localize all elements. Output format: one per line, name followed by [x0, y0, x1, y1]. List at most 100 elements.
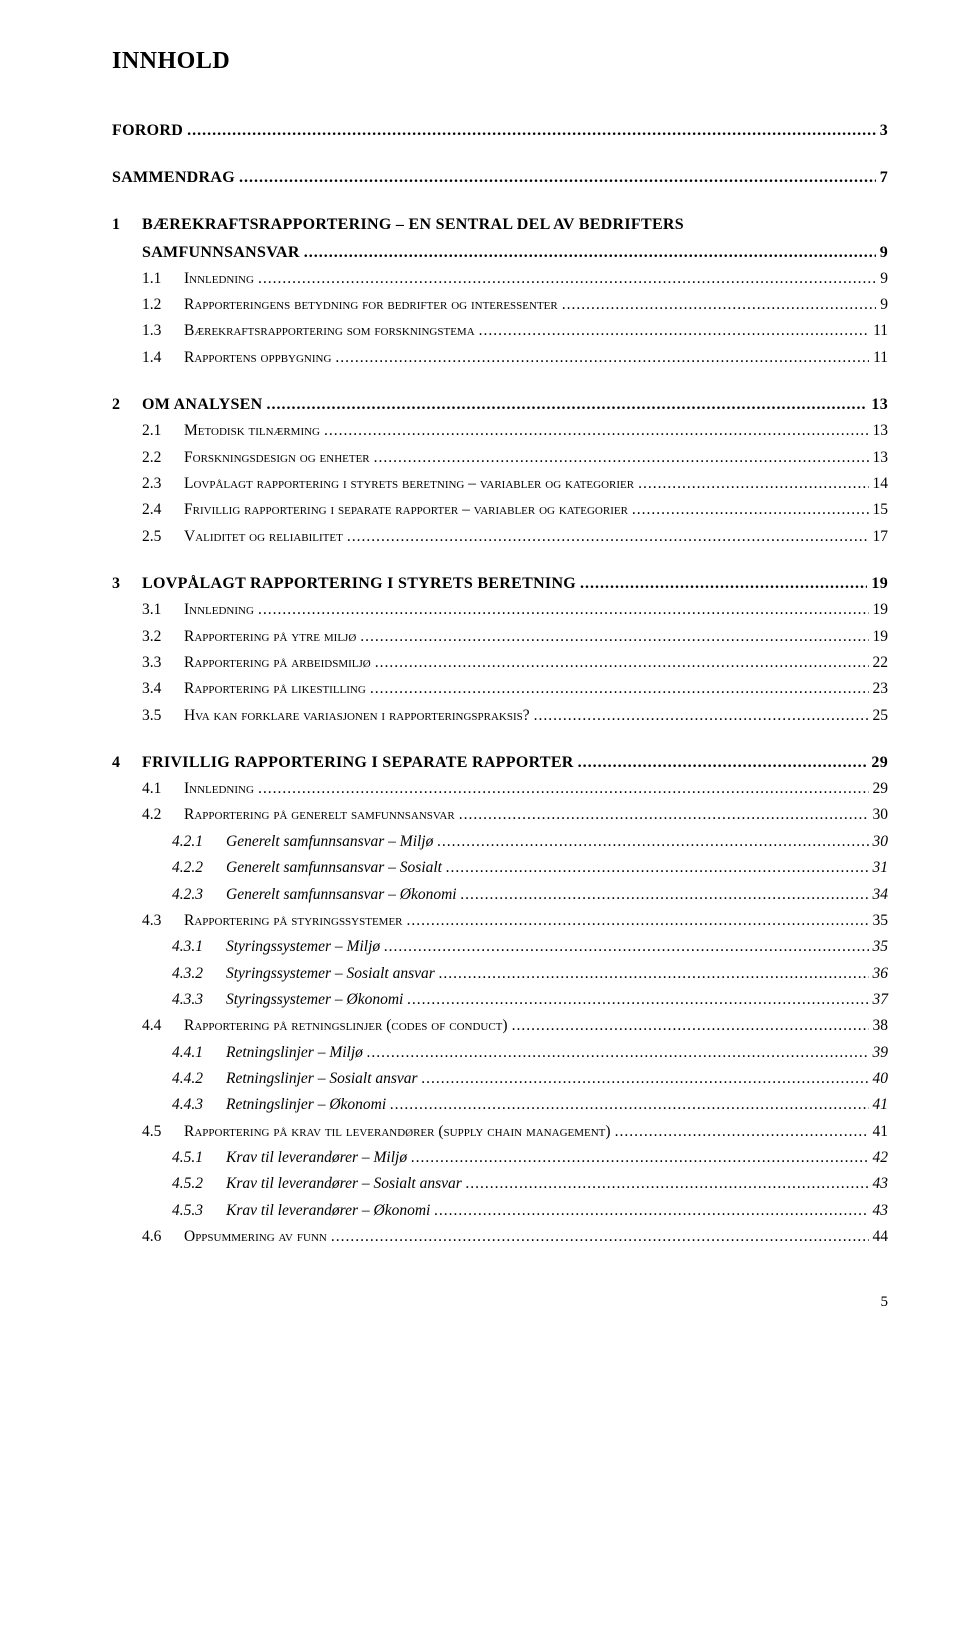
toc-label: 4.6Oppsummering av funn	[142, 1224, 327, 1250]
toc-page: 43	[873, 1171, 889, 1197]
toc-sub-item: 2.1Metodisk tilnærming13	[112, 418, 888, 444]
toc-label: 2.5Validitet og reliabilitet	[142, 524, 343, 550]
toc-sub-item: 2.5Validitet og reliabilitet 17	[112, 524, 888, 550]
toc-subsub-item: 4.2.1Generelt samfunnsansvar – Miljø 30	[112, 829, 888, 855]
toc-label: 4.2.3Generelt samfunnsansvar – Økonomi	[172, 882, 457, 908]
toc-label: 1BÆREKRAFTSRAPPORTERING – EN SENTRAL DEL…	[112, 211, 684, 238]
toc-page: 31	[873, 855, 889, 881]
toc-text: FRIVILLIG RAPPORTERING I SEPARATE RAPPOR…	[142, 754, 574, 771]
toc-page: 41	[873, 1092, 889, 1118]
toc-label: 4.3Rapportering på styringssystemer	[142, 908, 403, 934]
toc-text: Krav til leverandører – Sosialt ansvar	[226, 1175, 462, 1192]
toc-leader	[459, 802, 869, 828]
toc-text: Rapportering på likestilling	[184, 680, 366, 697]
toc-num: 3.2	[142, 624, 184, 650]
toc-page: 29	[873, 776, 889, 802]
toc-leader	[562, 292, 877, 318]
toc-leader	[375, 650, 869, 676]
toc-leader	[384, 934, 868, 960]
toc-num: 2	[112, 391, 142, 418]
toc-label: SAMMENDRAG	[112, 164, 235, 191]
toc-text: Frivillig rapportering i separate rappor…	[184, 501, 628, 518]
toc-label: FORORD	[112, 117, 183, 144]
toc-leader	[367, 1040, 869, 1066]
toc-sub-item: 3.3Rapportering på arbeidsmiljø 22	[112, 650, 888, 676]
toc-leader	[466, 1171, 869, 1197]
toc-leader	[434, 1198, 868, 1224]
toc-num: 4.2.3	[172, 882, 226, 908]
toc-page: 9	[880, 266, 888, 292]
toc-num: 4.5.3	[172, 1198, 226, 1224]
toc-subsub-item: 4.5.2Krav til leverandører – Sosialt ans…	[112, 1171, 888, 1197]
toc-label: 4.4.1Retningslinjer – Miljø	[172, 1040, 363, 1066]
toc-num: 4.4.3	[172, 1092, 226, 1118]
toc-label: 3.5Hva kan forklare variasjonen i rappor…	[142, 703, 530, 729]
toc-page: 42	[873, 1145, 889, 1171]
toc-leader	[446, 855, 869, 881]
toc-text: Retningslinjer – Økonomi	[226, 1096, 386, 1113]
toc-text: Styringssystemer – Økonomi	[226, 991, 403, 1008]
toc-label: 2.2Forskningsdesign og enheter	[142, 445, 370, 471]
toc-leader	[580, 570, 867, 597]
toc-page: 35	[873, 934, 889, 960]
page-number: 5	[112, 1294, 888, 1311]
toc-page: 22	[873, 650, 889, 676]
toc-page: 13	[871, 391, 888, 418]
toc-leader	[407, 908, 869, 934]
toc-subsub-item: 4.3.3Styringssystemer – Økonomi 37	[112, 987, 888, 1013]
toc-page: 38	[873, 1013, 889, 1039]
toc-top-item: 1BÆREKRAFTSRAPPORTERING – EN SENTRAL DEL…	[112, 211, 888, 265]
toc-num: 2.3	[142, 471, 184, 497]
toc-page: 13	[873, 445, 889, 471]
toc-label: 4.2.2Generelt samfunnsansvar – Sosialt	[172, 855, 442, 881]
toc-page: 15	[873, 497, 889, 523]
toc-page: 37	[873, 987, 889, 1013]
toc-text: Rapportering på ytre miljø	[184, 628, 356, 645]
toc-leader	[578, 749, 868, 776]
toc-text: Krav til leverandører – Økonomi	[226, 1202, 430, 1219]
toc-text: Rapportens oppbygning	[184, 349, 331, 366]
toc-num: 4.6	[142, 1224, 184, 1250]
toc-page: 23	[873, 676, 889, 702]
toc-num: 4.5.2	[172, 1171, 226, 1197]
toc-leader	[331, 1224, 869, 1250]
toc-leader	[390, 1092, 868, 1118]
toc-leader	[335, 345, 869, 371]
toc-num: 4.5.1	[172, 1145, 226, 1171]
toc-num: 3.3	[142, 650, 184, 676]
toc-text: FORORD	[112, 122, 183, 139]
toc-leader	[512, 1013, 869, 1039]
toc-text: Rapporteringens betydning for bedrifter …	[184, 296, 558, 313]
toc-text: Innledning	[184, 270, 254, 287]
toc-page: 17	[873, 524, 889, 550]
toc-num: 3.4	[142, 676, 184, 702]
toc-text: Generelt samfunnsansvar – Økonomi	[226, 886, 457, 903]
toc-sub-item: 3.5Hva kan forklare variasjonen i rappor…	[112, 703, 888, 729]
toc-label: 4.2.1Generelt samfunnsansvar – Miljø	[172, 829, 433, 855]
toc-leader	[479, 318, 869, 344]
toc-sub-item: 2.4Frivillig rapportering i separate rap…	[112, 497, 888, 523]
toc-page: 30	[873, 829, 889, 855]
toc-label: 4.5.2Krav til leverandører – Sosialt ans…	[172, 1171, 462, 1197]
toc-leader	[258, 266, 876, 292]
toc-leader	[615, 1119, 869, 1145]
toc-label: 3LOVPÅLAGT RAPPORTERING I STYRETS BERETN…	[112, 570, 576, 597]
toc-label: 3.2Rapportering på ytre miljø	[142, 624, 356, 650]
toc-label: 4.5.1Krav til leverandører – Miljø	[172, 1145, 407, 1171]
toc-label: 1.2Rapporteringens betydning for bedrift…	[142, 292, 558, 318]
toc-label: 2OM ANALYSEN	[112, 391, 263, 418]
toc-leader	[461, 882, 869, 908]
toc-sub-item: 4.4Rapportering på retningslinjer (codes…	[112, 1013, 888, 1039]
toc-sub-item: 1.4Rapportens oppbygning11	[112, 345, 888, 371]
toc-text: Rapportering på krav til leverandører (s…	[184, 1123, 611, 1140]
toc-num: 1	[112, 211, 142, 238]
toc-label: 4.4.3Retningslinjer – Økonomi	[172, 1092, 386, 1118]
toc-label: 2.1Metodisk tilnærming	[142, 418, 320, 444]
toc-text: OM ANALYSEN	[142, 396, 263, 413]
toc-num: 4.3.3	[172, 987, 226, 1013]
toc-num: 2.1	[142, 418, 184, 444]
toc-label: 3.3Rapportering på arbeidsmiljø	[142, 650, 371, 676]
toc-text: Bærekraftsrapportering som forskningstem…	[184, 322, 475, 339]
toc-num: 4.2.2	[172, 855, 226, 881]
toc-sub-item: 3.1Innledning19	[112, 597, 888, 623]
